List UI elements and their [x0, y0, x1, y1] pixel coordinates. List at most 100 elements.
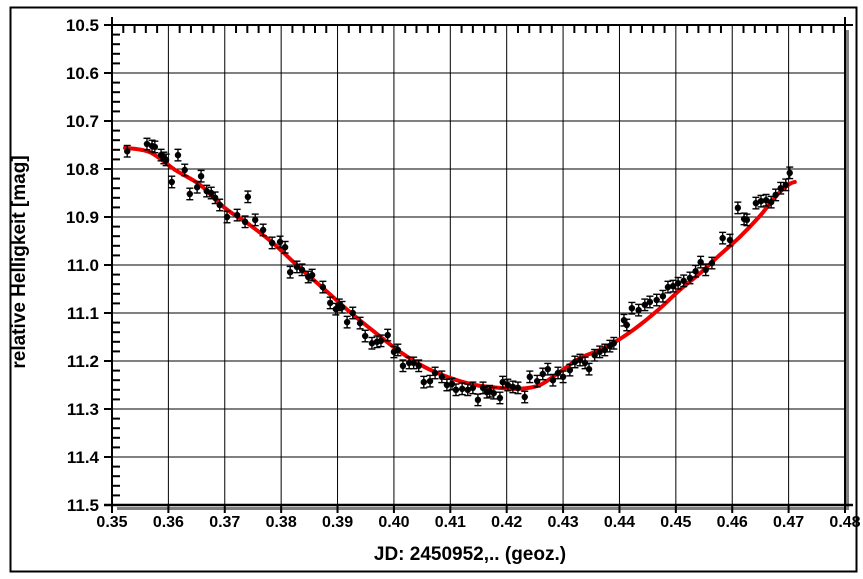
x-tick-label: 0.41 — [435, 514, 466, 531]
data-point-marker — [719, 234, 726, 242]
data-point — [674, 276, 682, 290]
data-point-marker — [514, 384, 522, 392]
data-point-marker — [752, 199, 760, 207]
data-point — [443, 378, 451, 392]
data-point-marker — [743, 216, 751, 224]
x-tick-label: 0.47 — [773, 514, 804, 531]
x-tick-labels: 0.35 0.36 0.37 0.38 0.39 0.40 0.41 0.42 0.43 0.44… — [96, 514, 860, 531]
data-point — [533, 374, 541, 388]
data-point — [332, 302, 340, 316]
data-point — [752, 196, 760, 210]
y-tick-label: 10.8 — [66, 160, 99, 179]
y-tick-label: 11.5 — [67, 496, 99, 515]
data-point-marker — [726, 236, 734, 244]
data-point-marker — [469, 384, 477, 392]
data-point — [719, 231, 727, 245]
data-point — [174, 148, 182, 162]
data-point — [259, 223, 267, 237]
data-point-marker — [509, 383, 517, 391]
data-point — [181, 163, 189, 177]
data-point — [762, 193, 770, 207]
data-point — [786, 166, 794, 180]
data-point-marker — [757, 197, 765, 205]
data-point-marker — [162, 156, 170, 164]
data-point — [377, 334, 385, 348]
data-point-marker — [628, 305, 636, 312]
data-point-marker — [549, 377, 557, 384]
data-point — [521, 390, 529, 404]
x-tick-label: 0.43 — [548, 514, 579, 531]
data-point — [241, 215, 249, 229]
data-point-marker — [259, 226, 267, 234]
data-point-marker — [521, 393, 528, 401]
data-point-marker — [576, 356, 584, 364]
data-point — [490, 386, 498, 400]
data-point-marker — [327, 299, 334, 307]
data-point — [293, 260, 301, 274]
data-point-marker — [533, 377, 541, 385]
data-point-marker — [539, 370, 546, 378]
data-point — [641, 298, 649, 312]
data-point — [233, 208, 241, 222]
x-tick-label: 0.37 — [209, 514, 240, 531]
y-axis-title: relative Helligkeit [mag] — [9, 155, 30, 368]
data-point-marker — [674, 280, 682, 287]
data-point-marker — [452, 386, 460, 393]
data-point-marker — [686, 274, 694, 282]
data-point — [308, 268, 316, 282]
data-point — [559, 370, 567, 384]
y-tick-label: 11.0 — [67, 256, 99, 275]
data-point — [168, 175, 176, 189]
data-point-marker — [653, 296, 660, 304]
data-point — [596, 345, 604, 359]
data-point — [186, 187, 194, 201]
data-point — [757, 194, 765, 208]
data-point-marker — [181, 166, 188, 174]
plot-box-shadow — [117, 30, 849, 510]
data-point — [635, 303, 643, 317]
data-point-marker — [431, 369, 439, 377]
data-point — [286, 265, 294, 279]
data-point-marker — [464, 386, 471, 393]
data-point — [151, 140, 159, 154]
data-point — [496, 391, 504, 405]
data-point-marker — [544, 365, 552, 373]
data-point-marker — [443, 381, 451, 389]
data-point — [349, 306, 357, 320]
data-point — [628, 301, 636, 315]
data-point — [338, 300, 346, 314]
x-tick-label: 0.45 — [660, 514, 691, 531]
gridlines — [112, 25, 845, 505]
data-point — [193, 180, 201, 194]
x-tick-label: 0.40 — [378, 514, 409, 531]
data-point — [474, 393, 482, 407]
data-point — [431, 366, 439, 380]
data-point-marker — [281, 244, 289, 251]
data-point — [514, 381, 522, 395]
data-point-marker — [211, 194, 219, 201]
major-ticks — [104, 24, 846, 513]
x-tick-label: 0.36 — [153, 514, 184, 531]
data-point — [509, 380, 517, 394]
data-point — [410, 356, 418, 370]
data-point — [702, 263, 710, 277]
data-point — [669, 279, 677, 293]
data-point — [415, 359, 423, 373]
data-point-marker — [286, 269, 294, 276]
y-tick-label: 10.9 — [66, 208, 99, 227]
data-point-marker — [399, 362, 407, 369]
data-point-marker — [762, 197, 770, 204]
data-point-marker — [394, 346, 402, 354]
data-point-marker — [241, 218, 249, 225]
data-point — [207, 186, 215, 200]
data-point-marker — [193, 184, 201, 191]
data-point — [390, 345, 398, 359]
data-point — [384, 328, 392, 342]
data-point-marker — [596, 348, 603, 356]
data-point-marker — [216, 201, 223, 209]
data-point — [399, 359, 407, 373]
data-point-marker — [692, 268, 699, 275]
x-tick-label: 0.38 — [266, 514, 297, 531]
data-point — [223, 210, 231, 224]
